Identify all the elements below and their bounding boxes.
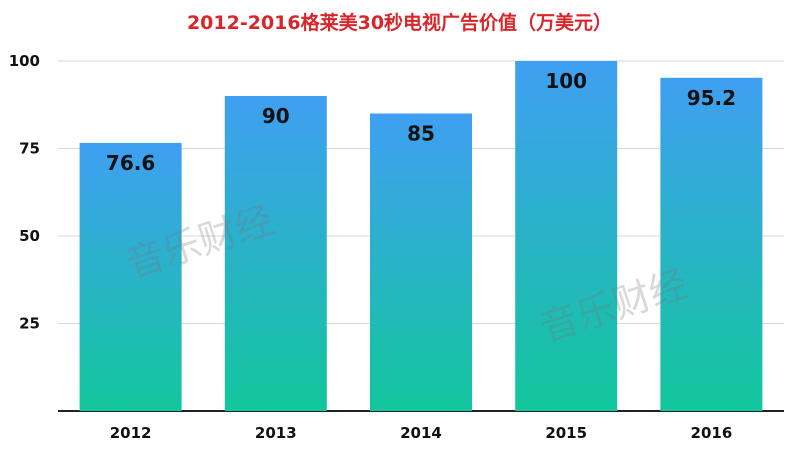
y-tick-label: 100 xyxy=(9,52,40,70)
chart-title: 2012-2016格莱美30秒电视广告价值（万美元） xyxy=(186,12,613,34)
x-tick-label: 2016 xyxy=(691,424,733,442)
y-tick-label: 50 xyxy=(19,227,40,245)
bar xyxy=(660,77,763,412)
labels: 25 50 75 100 76.6 2012 90 2013 85 2014 100 2015 95.2… xyxy=(9,52,736,442)
y-tick-label: 25 xyxy=(19,315,40,333)
bar xyxy=(370,113,472,411)
x-tick-label: 2013 xyxy=(255,424,297,442)
data-label: 100 xyxy=(545,69,587,93)
bar xyxy=(224,96,327,411)
x-tick-label: 2012 xyxy=(110,424,152,442)
x-tick-label: 2014 xyxy=(400,424,442,442)
data-label: 95.2 xyxy=(687,86,736,110)
data-label: 85 xyxy=(407,122,435,146)
bar xyxy=(515,61,618,411)
data-label: 90 xyxy=(262,104,290,128)
bar xyxy=(79,142,182,411)
x-tick-label: 2015 xyxy=(545,424,587,442)
bars xyxy=(79,61,763,412)
data-label: 76.6 xyxy=(106,151,155,175)
y-tick-label: 75 xyxy=(19,140,40,158)
